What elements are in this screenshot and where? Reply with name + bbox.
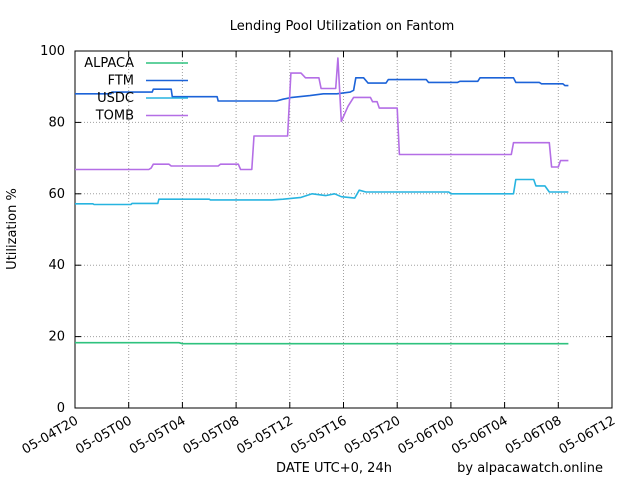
x-tick-label: 05-05T04 — [127, 413, 188, 457]
legend: ALPACA FTM USDC TOMB — [84, 56, 188, 124]
series-line-tomb — [75, 57, 569, 171]
x-tick-label: 05-06T12 — [557, 413, 618, 457]
x-tick-label: 05-05T12 — [234, 413, 295, 457]
x-tick-label: 05-05T20 — [342, 413, 403, 457]
x-tick-label: 05-06T00 — [395, 413, 456, 457]
chart-title: Lending Pool Utilization on Fantom — [230, 19, 455, 34]
y-axis: 0 20 40 60 80 100 — [40, 44, 612, 416]
series-group — [75, 57, 569, 345]
legend-label-ftm: FTM — [108, 74, 134, 89]
x-tick-label: 05-05T16 — [288, 413, 349, 457]
x-tick-label: 05-04T20 — [20, 413, 81, 457]
credit-text: by alpacawatch.online — [457, 461, 603, 476]
y-tick-label: 100 — [40, 44, 65, 59]
y-axis-label: Utilization % — [5, 188, 20, 270]
y-tick-label: 0 — [57, 401, 65, 416]
grid — [75, 51, 612, 408]
y-tick-label: 80 — [48, 115, 65, 130]
x-tick-label: 05-05T08 — [181, 413, 242, 457]
series-line-ftm — [75, 77, 569, 102]
y-tick-label: 20 — [48, 330, 65, 345]
x-axis-label: DATE UTC+0, 24h — [276, 461, 392, 476]
x-tick-label: 05-05T00 — [73, 413, 134, 457]
legend-label-usdc: USDC — [97, 91, 134, 106]
legend-label-tomb: TOMB — [95, 109, 134, 124]
x-tick-label: 05-06T08 — [503, 413, 564, 457]
series-line-alpaca — [75, 341, 569, 345]
y-tick-label: 60 — [48, 187, 65, 202]
y-tick-label: 40 — [48, 258, 65, 273]
series-line-usdc — [75, 178, 569, 206]
legend-label-alpaca: ALPACA — [84, 56, 134, 71]
x-tick-label: 05-06T04 — [449, 413, 510, 457]
